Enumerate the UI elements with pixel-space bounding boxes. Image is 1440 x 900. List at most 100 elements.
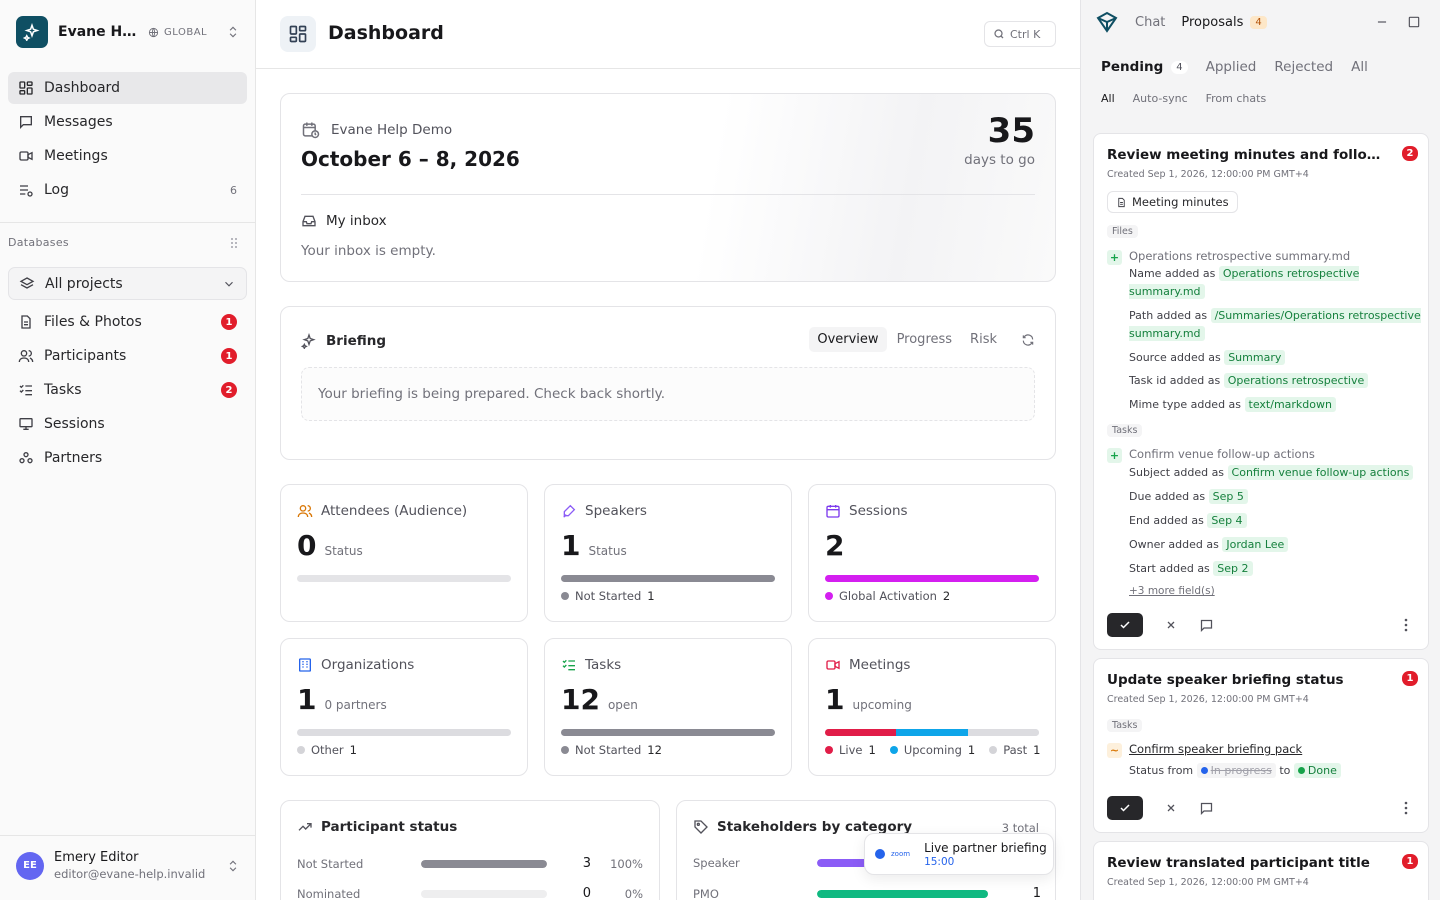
workspace-switcher[interactable]: Evane Help Demo GLOBAL bbox=[16, 16, 240, 48]
inbox-empty-message: Your inbox is empty. bbox=[301, 243, 436, 259]
databases-label: Databases bbox=[8, 236, 69, 249]
video-icon bbox=[825, 657, 841, 673]
user-menu[interactable]: EE Emery Editor editor@evane-help.invali… bbox=[16, 850, 240, 881]
stat-sub: Status bbox=[588, 544, 627, 558]
toast-time: 15:00 bbox=[924, 855, 955, 868]
task-link[interactable]: Confirm speaker briefing pack bbox=[1129, 742, 1303, 756]
search-shortcut: Ctrl K bbox=[1010, 27, 1041, 41]
filter-auto-sync[interactable]: Auto-sync bbox=[1132, 92, 1188, 105]
nav-item-messages[interactable]: Messages bbox=[8, 106, 247, 138]
tab-all[interactable]: All bbox=[1351, 59, 1368, 75]
stat-legend: Live 1 Upcoming 1 Past 1 bbox=[825, 743, 1041, 757]
project-selector[interactable]: All projects bbox=[8, 267, 247, 300]
reject-button[interactable] bbox=[1165, 802, 1177, 814]
sidebar-item-participants[interactable]: Participants 1 bbox=[8, 340, 247, 372]
bar-segment bbox=[967, 729, 1039, 736]
stat-title: Attendees (Audience) bbox=[321, 503, 468, 519]
nav-item-dashboard[interactable]: Dashboard bbox=[8, 72, 247, 104]
stat-card-sessions[interactable]: Sessions 2 Global Activation 2 bbox=[808, 484, 1056, 622]
status-row-pct: 100% bbox=[610, 856, 643, 871]
more-options-icon[interactable] bbox=[1404, 618, 1408, 632]
tab-progress[interactable]: Progress bbox=[896, 332, 953, 347]
sidebar-item-partners[interactable]: Partners bbox=[8, 442, 247, 474]
sidebar-item-sessions[interactable]: Sessions bbox=[8, 408, 247, 440]
legend-item: Not Started 12 bbox=[561, 743, 662, 757]
sidebar-item-tasks[interactable]: Tasks 2 bbox=[8, 374, 247, 406]
stat-bar bbox=[825, 575, 1039, 582]
stat-card-organizations[interactable]: Organizations 1 0 partners Other 1 bbox=[280, 638, 528, 776]
stat-card-meetings[interactable]: Meetings 1 upcoming Live 1 Upcoming 1 Past 1 bbox=[808, 638, 1056, 776]
tab-pending[interactable]: Pending 4 bbox=[1093, 56, 1196, 78]
user-name: Emery Editor bbox=[54, 850, 139, 865]
pen-icon bbox=[561, 503, 577, 519]
log-icon bbox=[18, 182, 34, 198]
tasks-icon bbox=[561, 657, 577, 673]
filter-from-chats[interactable]: From chats bbox=[1205, 92, 1267, 105]
legend-item: Other 1 bbox=[297, 743, 357, 757]
tab-pending-label: Pending bbox=[1101, 59, 1164, 75]
inbox-title: My inbox bbox=[326, 213, 387, 229]
task-name: Confirm venue follow-up actions bbox=[1129, 447, 1315, 461]
live-meeting-toast[interactable]: zoom Live partner briefing 15:00 bbox=[864, 833, 1054, 875]
notification-badge: 1 bbox=[221, 348, 237, 364]
tab-chat[interactable]: Chat bbox=[1135, 14, 1166, 30]
section-label: Tasks bbox=[1107, 719, 1143, 732]
nav-item-log[interactable]: Log 6 bbox=[8, 174, 247, 206]
approve-button[interactable] bbox=[1107, 796, 1143, 820]
more-fields-link[interactable]: +3 more field(s) bbox=[1129, 585, 1215, 597]
comment-button[interactable] bbox=[1199, 801, 1214, 816]
tab-applied[interactable]: Applied bbox=[1205, 59, 1257, 75]
status-change: Status from In progress to Done bbox=[1129, 762, 1421, 780]
search-button[interactable]: Ctrl K bbox=[984, 21, 1056, 47]
tab-risk[interactable]: Risk bbox=[970, 332, 997, 347]
chevrons-updown-icon[interactable] bbox=[226, 25, 240, 39]
drag-handle-icon[interactable] bbox=[229, 237, 239, 249]
stat-sub: Status bbox=[324, 544, 363, 558]
event-name: Evane Help Demo bbox=[331, 122, 453, 138]
minimize-icon[interactable] bbox=[1375, 15, 1389, 29]
stat-title: Organizations bbox=[321, 657, 415, 673]
legend-dot-icon bbox=[297, 746, 305, 754]
legend-dot-icon bbox=[989, 746, 998, 754]
briefing-message: Your briefing is being prepared. Check b… bbox=[301, 367, 1035, 421]
proposal-title: Update speaker briefing status bbox=[1107, 672, 1344, 688]
database-nav: Files & Photos 1 Participants 1 Tasks 2 … bbox=[8, 306, 247, 476]
sidebar-item-label: Files & Photos bbox=[44, 314, 142, 330]
tab-proposals[interactable]: Proposals 4 bbox=[1181, 14, 1267, 30]
comment-button[interactable] bbox=[1199, 618, 1214, 633]
more-options-icon[interactable] bbox=[1404, 801, 1408, 815]
calendar-clock-icon bbox=[301, 120, 321, 140]
proposal-card[interactable]: Update speaker briefing status 1 Created… bbox=[1093, 658, 1429, 833]
stat-value: 1 bbox=[561, 529, 581, 562]
stat-card-tasks[interactable]: Tasks 12 open Not Started 12 bbox=[544, 638, 792, 776]
countdown: 35 days to go bbox=[964, 110, 1035, 168]
sparkle-logo-icon bbox=[16, 16, 48, 48]
stat-card-speakers[interactable]: Speakers 1 Status Not Started 1 bbox=[544, 484, 792, 622]
proposal-card[interactable]: Review translated participant title 1 Cr… bbox=[1093, 841, 1429, 900]
field-change: Subject added as Confirm venue follow-up… bbox=[1129, 464, 1421, 482]
inbox-icon bbox=[301, 213, 317, 229]
tab-overview[interactable]: Overview bbox=[809, 327, 887, 352]
nav-item-meetings[interactable]: Meetings bbox=[8, 140, 247, 172]
approve-button[interactable] bbox=[1107, 613, 1143, 637]
filter-all[interactable]: All bbox=[1101, 92, 1115, 105]
stat-bar bbox=[297, 575, 511, 582]
main-nav: Dashboard Messages Meetings Log 6 bbox=[8, 72, 247, 208]
field-value: Confirm venue follow-up actions bbox=[1227, 465, 1414, 480]
legend-label: Other bbox=[311, 743, 344, 757]
legend-dot-icon bbox=[825, 592, 833, 600]
sidebar-item-files-photos[interactable]: Files & Photos 1 bbox=[8, 306, 247, 338]
stat-card-attendees[interactable]: Attendees (Audience) 0 Status bbox=[280, 484, 528, 622]
tab-proposals-label: Proposals bbox=[1181, 14, 1244, 30]
close-icon bbox=[1167, 804, 1175, 812]
file-name: Operations retrospective summary.md bbox=[1129, 249, 1351, 263]
proposal-badge: 1 bbox=[1402, 671, 1418, 686]
nav-item-label: Messages bbox=[44, 114, 113, 130]
tab-rejected[interactable]: Rejected bbox=[1274, 59, 1334, 75]
refresh-icon[interactable] bbox=[1021, 333, 1035, 347]
source-chip[interactable]: Meeting minutes bbox=[1107, 191, 1238, 213]
proposal-card[interactable]: Review meeting minutes and follow-up tas… bbox=[1093, 133, 1429, 650]
maximize-icon[interactable] bbox=[1407, 15, 1421, 29]
workspace-scope: GLOBAL bbox=[148, 27, 207, 38]
reject-button[interactable] bbox=[1165, 619, 1177, 631]
